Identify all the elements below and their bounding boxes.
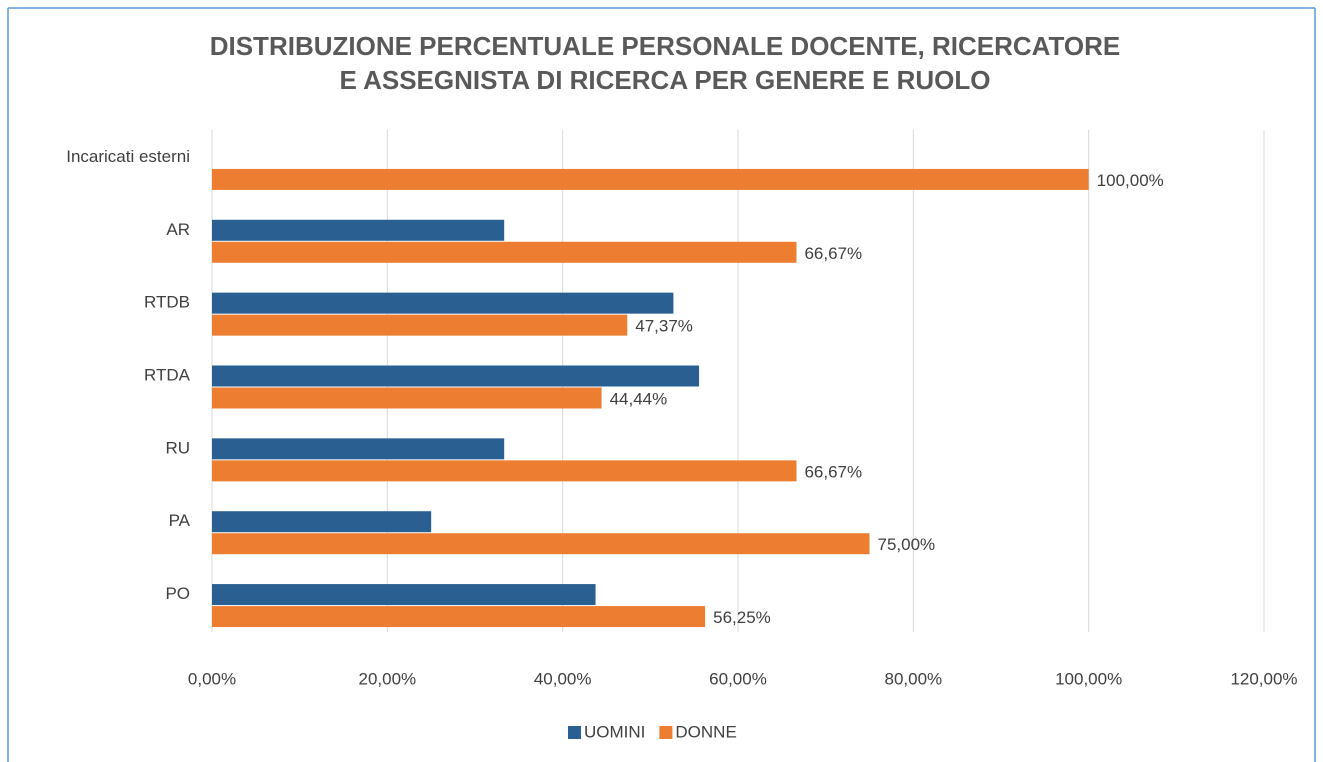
y-tick-label: Incaricati esterni xyxy=(66,147,190,166)
x-tick-label: 60,00% xyxy=(709,669,767,688)
y-tick-label: PA xyxy=(169,511,191,530)
bar xyxy=(212,460,797,482)
bar xyxy=(212,606,706,628)
data-label: 75,00% xyxy=(878,535,936,554)
bar xyxy=(212,314,628,336)
data-label: 44,44% xyxy=(610,389,668,408)
legend-swatch xyxy=(659,726,673,739)
bar xyxy=(212,533,870,555)
bar xyxy=(212,511,432,533)
bar xyxy=(212,219,505,241)
chart-title: DISTRIBUZIONE PERCENTUALE PERSONALE DOCE… xyxy=(210,31,1121,61)
legend-label: DONNE xyxy=(675,722,736,741)
x-tick-label: 0,00% xyxy=(188,669,236,688)
x-tick-label: 120,00% xyxy=(1230,669,1297,688)
data-label: 47,37% xyxy=(635,317,693,336)
x-tick-label: 20,00% xyxy=(358,669,416,688)
data-label: 66,67% xyxy=(804,244,862,263)
bar xyxy=(212,241,797,263)
legend-label: UOMINI xyxy=(584,722,645,741)
bar xyxy=(212,438,505,460)
y-tick-label: RU xyxy=(165,438,190,457)
bar xyxy=(212,168,1089,190)
legend-swatch xyxy=(568,726,581,739)
data-label: 66,67% xyxy=(804,462,862,481)
y-tick-label: AR xyxy=(166,220,190,239)
bar xyxy=(212,292,674,314)
x-tick-label: 100,00% xyxy=(1055,669,1122,688)
data-label: 56,25% xyxy=(713,608,771,627)
x-tick-label: 40,00% xyxy=(534,669,592,688)
bar xyxy=(212,365,700,387)
y-tick-label: PO xyxy=(165,584,190,603)
y-tick-label: RTDB xyxy=(144,293,190,312)
data-label: 100,00% xyxy=(1097,171,1164,190)
y-tick-label: RTDA xyxy=(144,365,191,384)
bar xyxy=(212,387,602,409)
chart-title: E ASSEGNISTA DI RICERCA PER GENERE E RUO… xyxy=(339,65,990,95)
x-tick-label: 80,00% xyxy=(884,669,942,688)
bar xyxy=(212,584,596,606)
